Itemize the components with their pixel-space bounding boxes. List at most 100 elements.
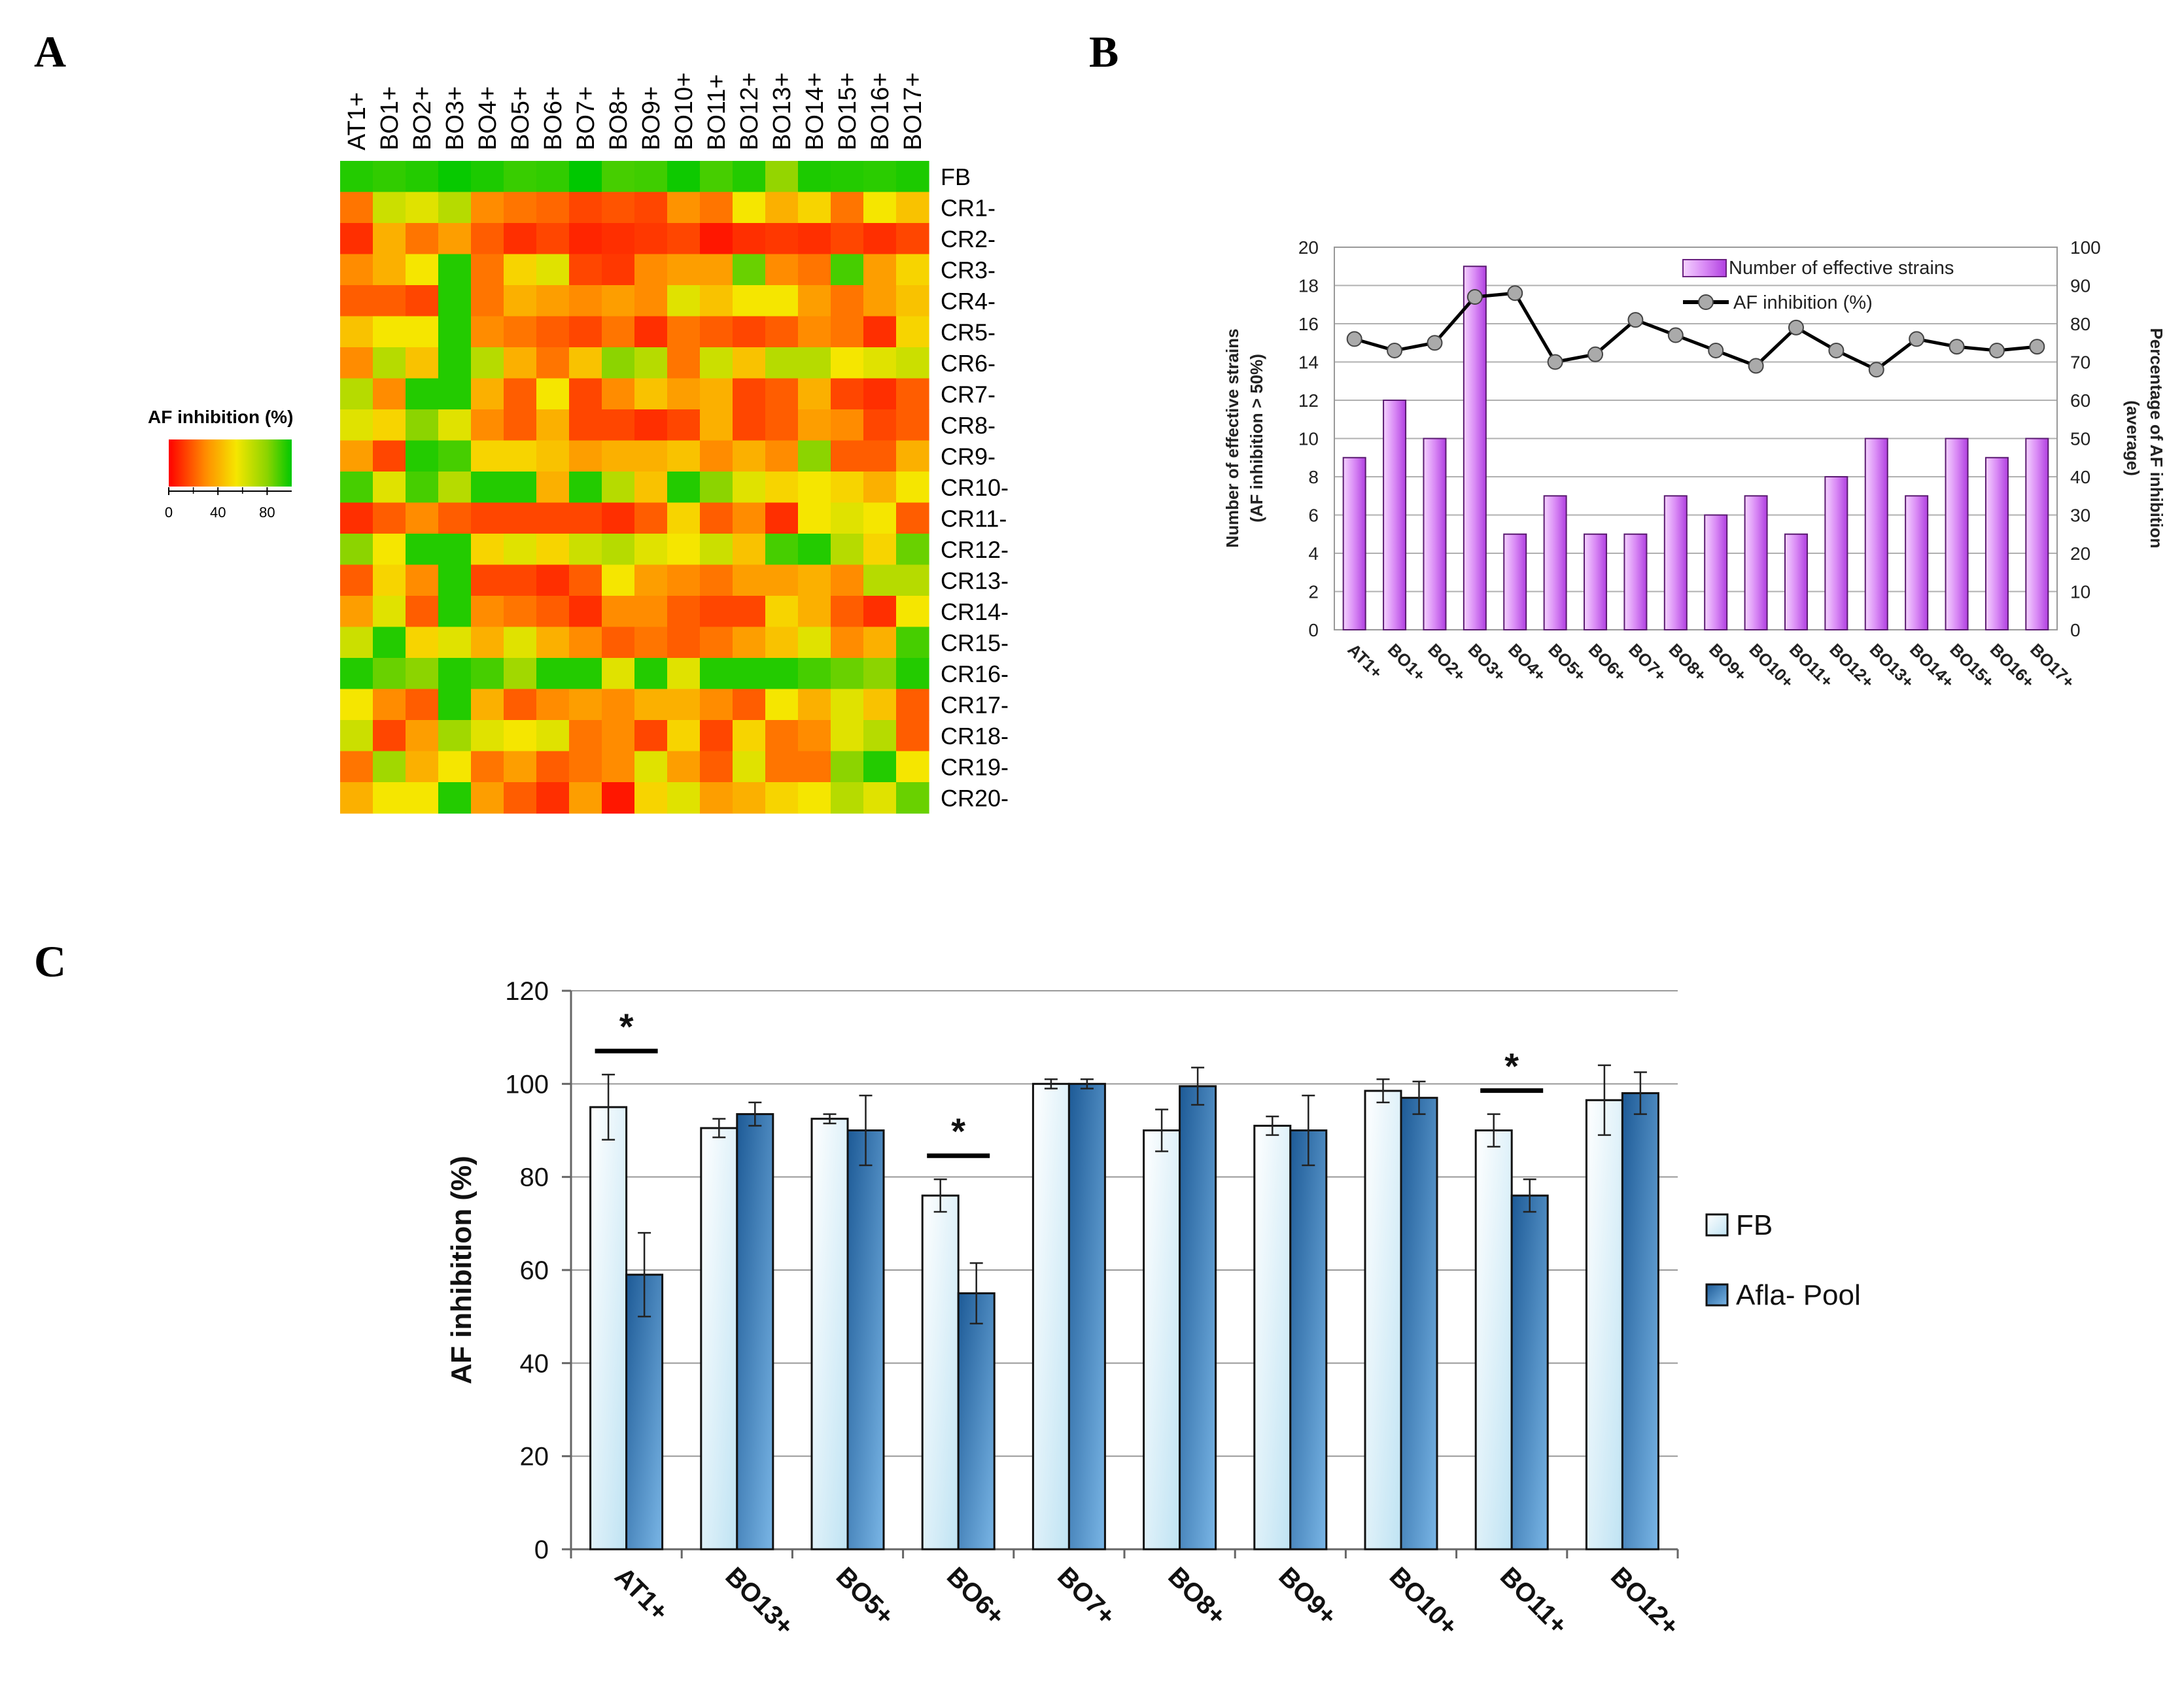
heatmap-cell bbox=[634, 658, 668, 690]
heatmap-cell bbox=[471, 782, 504, 814]
heatmap-cell bbox=[406, 347, 439, 379]
heatmap-cell bbox=[863, 192, 897, 224]
chart-b-line-point bbox=[1909, 331, 1925, 347]
heatmap-cell bbox=[798, 534, 831, 566]
chart-b-line-point bbox=[1667, 327, 1684, 343]
heatmap-cell bbox=[569, 751, 602, 783]
heatmap-cell bbox=[700, 534, 733, 566]
chart-b-x-tick-label: BO11+ bbox=[1786, 640, 1837, 691]
heatmap-cell bbox=[798, 596, 831, 628]
chart-c-bar-afla bbox=[1621, 1092, 1659, 1551]
heatmap-cell bbox=[667, 472, 701, 504]
heatmap-cell bbox=[798, 161, 831, 193]
chart-b-x-tick-label: BO12+ bbox=[1826, 640, 1878, 692]
heatmap-cell bbox=[504, 192, 537, 224]
heatmap-cell bbox=[700, 627, 733, 659]
legend-line-marker bbox=[1698, 294, 1714, 310]
heatmap-cell bbox=[798, 627, 831, 659]
chart-b-bar bbox=[1463, 266, 1487, 630]
chart-b-left-tick-label: 6 bbox=[1308, 506, 1319, 526]
chart-b-bar bbox=[1663, 495, 1688, 630]
heatmap-cell bbox=[798, 378, 831, 410]
chart-c-y-tick-label: 80 bbox=[520, 1163, 549, 1192]
chart-c-x-tick-label: BO7+ bbox=[1052, 1562, 1121, 1631]
chart-b-x-tick-label: BO15+ bbox=[1946, 640, 1998, 692]
heatmap-cell bbox=[863, 564, 897, 596]
heatmap-cell bbox=[765, 285, 799, 317]
heatmap-cell bbox=[471, 658, 504, 690]
heatmap-cell bbox=[765, 316, 799, 348]
chart-b-series-line bbox=[1354, 291, 2037, 372]
heatmap-cell bbox=[896, 658, 929, 690]
heatmap-cell bbox=[504, 627, 537, 659]
heatmap-cell bbox=[765, 534, 799, 566]
heatmap-cell bbox=[896, 564, 929, 596]
chart-b-x-tick-label: BO8+ bbox=[1665, 640, 1711, 685]
heatmap-cell bbox=[438, 751, 472, 783]
heatmap-cell bbox=[504, 720, 537, 752]
color-key-tick-label: 40 bbox=[210, 504, 226, 521]
chart-b-line bbox=[1346, 285, 2045, 378]
heatmap-cell bbox=[536, 782, 570, 814]
chart-b-line-point bbox=[1868, 362, 1884, 378]
heatmap-row-label: CR9- bbox=[941, 443, 996, 470]
heatmap-cell bbox=[733, 440, 766, 472]
heatmap-cell bbox=[765, 347, 799, 379]
heatmap-cell bbox=[733, 409, 766, 441]
heatmap-cell bbox=[471, 409, 504, 441]
heatmap-cell bbox=[340, 534, 373, 566]
heatmap-cell bbox=[896, 347, 929, 379]
chart-c-significance-star: * bbox=[951, 1110, 965, 1152]
heatmap-cell bbox=[373, 316, 406, 348]
heatmap-cell bbox=[340, 316, 373, 348]
chart-b-left-tick-label: 16 bbox=[1298, 314, 1319, 334]
heatmap-column-label: BO15+ bbox=[834, 73, 861, 150]
heatmap-cell bbox=[340, 782, 373, 814]
heatmap-cell bbox=[733, 285, 766, 317]
heatmap-cell bbox=[438, 472, 472, 504]
heatmap-cell bbox=[504, 472, 537, 504]
heatmap-cell bbox=[373, 285, 406, 317]
heatmap-cell bbox=[536, 751, 570, 783]
heatmap-cell bbox=[536, 254, 570, 286]
heatmap-cell bbox=[798, 440, 831, 472]
heatmap-cell bbox=[667, 378, 701, 410]
heatmap-cell bbox=[667, 223, 701, 255]
chart-b-bar bbox=[1584, 533, 1608, 630]
heatmap-cell bbox=[733, 596, 766, 628]
heatmap-cell bbox=[340, 378, 373, 410]
heatmap-cell bbox=[831, 316, 864, 348]
chart-c-bar-fb bbox=[1031, 1082, 1070, 1551]
heatmap-cell bbox=[700, 720, 733, 752]
chart-b-x-tick-label: BO6+ bbox=[1585, 640, 1631, 685]
heatmap-cell bbox=[831, 689, 864, 721]
heatmap-cell bbox=[438, 564, 472, 596]
heatmap-column-label: BO11+ bbox=[703, 74, 731, 150]
heatmap-cell bbox=[471, 285, 504, 317]
chart-b-x-tick-label: BO10+ bbox=[1745, 640, 1797, 692]
heatmap-cell bbox=[536, 689, 570, 721]
chart-c-bar-fb bbox=[1364, 1090, 1402, 1551]
heatmap-cell bbox=[536, 223, 570, 255]
heatmap-cell bbox=[438, 347, 472, 379]
heatmap-cell bbox=[765, 440, 799, 472]
heatmap-cell bbox=[634, 409, 668, 441]
heatmap-row-label: CR5- bbox=[941, 318, 996, 345]
heatmap-cell bbox=[406, 285, 439, 317]
chart-b-bar bbox=[1383, 400, 1407, 630]
chart-c-y-axis-title: AF inhibition (%) bbox=[445, 1156, 477, 1384]
heatmap-cell bbox=[373, 472, 406, 504]
heatmap-cell bbox=[373, 534, 406, 566]
heatmap-cell bbox=[373, 502, 406, 534]
legend-afla-swatch bbox=[1705, 1283, 1729, 1307]
heatmap-cell bbox=[700, 347, 733, 379]
chart-b-right-tick-label: 0 bbox=[2070, 620, 2081, 640]
heatmap-cell bbox=[602, 689, 635, 721]
heatmap-cell bbox=[667, 161, 701, 193]
heatmap-cell bbox=[438, 658, 472, 690]
heatmap-cell bbox=[667, 254, 701, 286]
chart-b-right-tick-label: 40 bbox=[2070, 467, 2090, 487]
heatmap-cell bbox=[438, 378, 472, 410]
chart-c-bar-fb bbox=[1143, 1129, 1181, 1551]
heatmap-cell bbox=[406, 720, 439, 752]
